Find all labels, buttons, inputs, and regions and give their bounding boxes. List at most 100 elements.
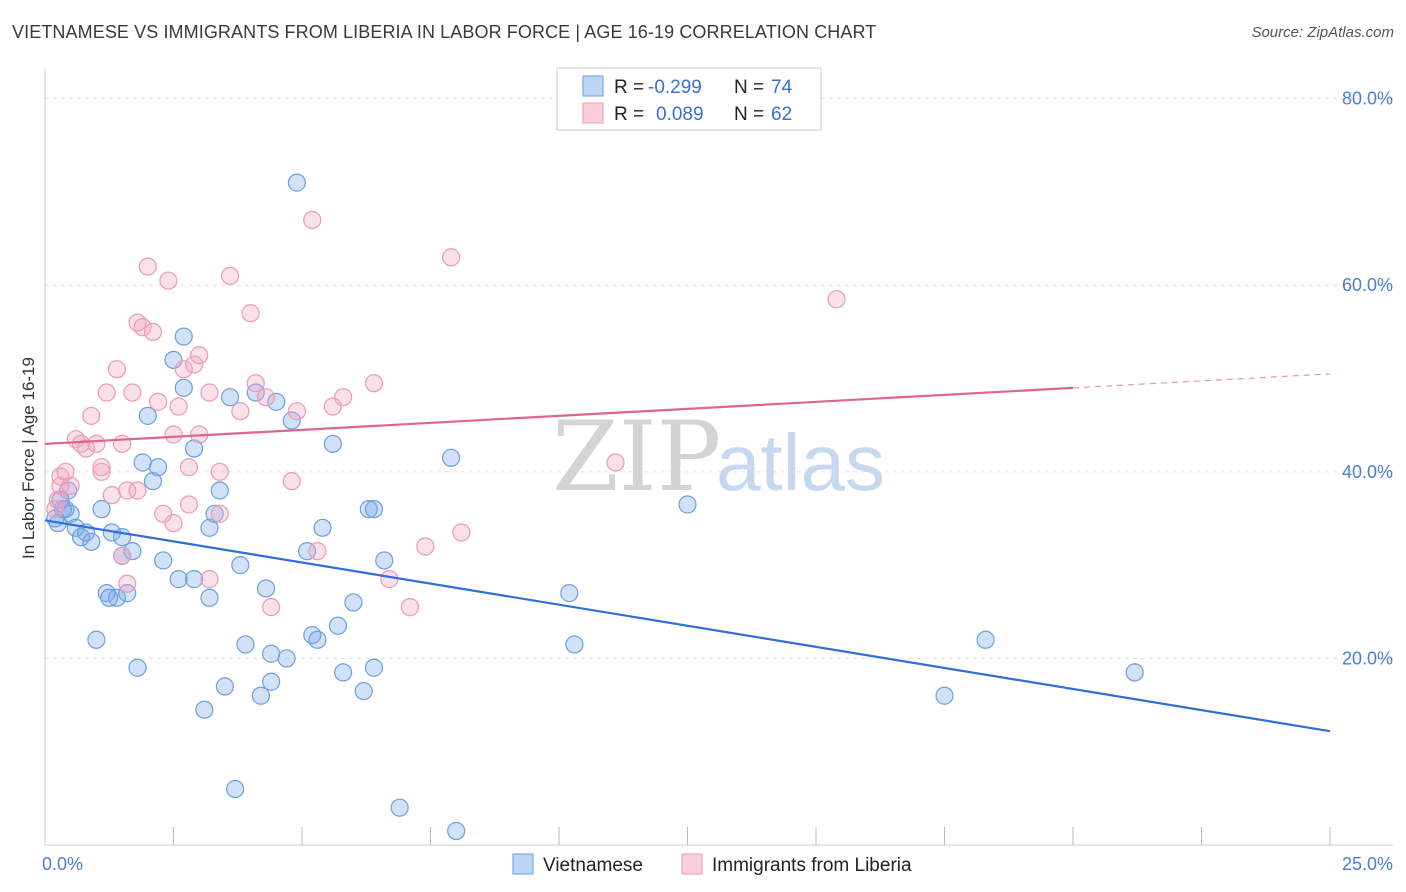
liberia-point-22 xyxy=(133,318,152,337)
vietnamese-point-54 xyxy=(334,663,353,682)
vietnamese-point-36 xyxy=(226,779,245,799)
vietnamese-point-67 xyxy=(935,686,954,705)
liberia-point-36 xyxy=(190,346,209,365)
liberia-point-51 xyxy=(323,397,342,416)
vietnamese-point-38 xyxy=(236,635,255,654)
y-tick-label-60: 60.0% xyxy=(1342,275,1393,295)
watermark-zip: ZIP xyxy=(552,401,721,513)
vietnamese-point-16 xyxy=(123,542,142,561)
liberia-point-39 xyxy=(210,462,229,481)
vietnamese-point-69 xyxy=(1125,663,1144,682)
data-points xyxy=(46,173,1144,841)
vietnamese-point-8 xyxy=(87,630,106,649)
vietnamese-point-12 xyxy=(107,588,127,607)
vietnamese-point-51 xyxy=(313,518,332,537)
liberia-point-38 xyxy=(200,570,219,589)
vietnamese-point-63 xyxy=(447,821,466,841)
liberia-point-31 xyxy=(174,360,193,379)
correlation-legend: R = -0.299 N = 74 R = 0.089 N = 62 xyxy=(556,67,822,131)
x-tick-label-max: 25.0% xyxy=(1342,854,1393,874)
liberia-point-9 xyxy=(87,434,106,453)
legend-r-value-2: 0.089 xyxy=(656,104,704,125)
vietnamese-point-17 xyxy=(128,658,147,677)
series-legend-vietnamese: Vietnamese xyxy=(543,855,643,876)
vietnamese-point-45 xyxy=(277,649,296,668)
y-tick-labels: 20.0% 40.0% 60.0% 80.0% xyxy=(1342,89,1393,669)
liberia-point-21 xyxy=(128,481,147,500)
liberia-point-40 xyxy=(210,504,229,523)
vietnamese-point-39 xyxy=(246,383,265,402)
vietnamese-point-46 xyxy=(282,411,301,430)
vietnamese-point-30 xyxy=(200,518,219,537)
vietnamese-point-50 xyxy=(308,630,327,649)
liberia-point-29 xyxy=(164,425,183,444)
vietnamese-point-44 xyxy=(267,392,286,411)
source-label: Source: ZipAtlas.com xyxy=(1251,24,1394,41)
y-tick-label-40: 40.0% xyxy=(1342,462,1393,482)
vietnamese-point-65 xyxy=(565,635,584,654)
liberia-point-18 xyxy=(118,574,137,593)
vietnamese-point-22 xyxy=(154,551,173,570)
vietnamese-point-61 xyxy=(390,798,409,817)
vietnamese-point-66 xyxy=(678,495,697,514)
liberia-point-50 xyxy=(308,542,327,561)
vietnamese-point-33 xyxy=(210,481,229,500)
vietnamese-point-27 xyxy=(184,570,204,589)
legend-n-value-2: 62 xyxy=(771,104,792,125)
liberia-point-59 xyxy=(606,453,625,472)
liberia-point-48 xyxy=(287,402,306,421)
legend-n-label-2: N = xyxy=(734,104,764,125)
liberia-point-32 xyxy=(179,458,199,477)
grid xyxy=(45,98,1393,659)
liberia-point-24 xyxy=(143,322,163,341)
series-legend: Vietnamese Immigrants from Liberia xyxy=(512,853,912,876)
trend-lines xyxy=(44,373,1331,733)
liberia-point-49 xyxy=(303,210,322,230)
vietnamese-point-56 xyxy=(354,681,373,701)
vietnamese-point-73 xyxy=(100,588,119,607)
vietnamese-point-21 xyxy=(148,458,168,477)
liberia-point-46 xyxy=(262,598,281,617)
liberia-point-12 xyxy=(97,383,116,402)
vietnamese-point-24 xyxy=(169,570,188,589)
vietnamese-point-59 xyxy=(364,658,384,677)
watermark-atlas: atlas xyxy=(716,418,885,507)
liberia-point-4 xyxy=(61,476,80,495)
liberia-point-23 xyxy=(138,257,157,276)
legend-n-label-1: N = xyxy=(734,77,764,98)
liberia-point-54 xyxy=(380,570,399,589)
vietnamese-point-55 xyxy=(344,593,363,612)
liberia-point-14 xyxy=(107,360,127,379)
liberia-point-44 xyxy=(246,374,265,393)
series-legend-swatch-vietnamese xyxy=(512,853,534,875)
y-axis-label: In Labor Force | Age 16-19 xyxy=(19,357,38,559)
liberia-point-27 xyxy=(159,271,178,290)
legend-n-value-1: 74 xyxy=(771,77,793,98)
vietnamese-point-42 xyxy=(262,644,281,663)
liberia-point-10 xyxy=(92,462,111,481)
vietnamese-point-37 xyxy=(231,556,250,575)
liberia-point-58 xyxy=(452,523,471,542)
liberia-point-13 xyxy=(102,486,121,505)
liberia-point-15 xyxy=(112,434,132,453)
vietnamese-point-34 xyxy=(215,677,234,696)
vietnamese-point-58 xyxy=(364,500,384,519)
liberia-point-25 xyxy=(148,392,168,411)
x-tick-label-min: 0.0% xyxy=(42,854,83,874)
axes xyxy=(44,68,1393,846)
vietnamese-point-53 xyxy=(328,616,348,635)
vietnamese-point-62 xyxy=(441,448,461,467)
vietnamese-point-48 xyxy=(298,542,317,561)
vietnamese-point-40 xyxy=(251,686,270,705)
vietnamese-point-60 xyxy=(375,551,394,570)
vietnamese-point-72 xyxy=(53,500,73,519)
liberia-point-56 xyxy=(416,537,435,556)
liberia-point-33 xyxy=(179,495,199,514)
liberia-point-28 xyxy=(164,514,183,533)
liberia-point-41 xyxy=(220,266,240,286)
liberia-point-47 xyxy=(282,472,301,491)
liberia-point-42 xyxy=(231,402,250,421)
liberia-point-37 xyxy=(200,383,219,402)
vietnamese-point-68 xyxy=(976,630,995,649)
